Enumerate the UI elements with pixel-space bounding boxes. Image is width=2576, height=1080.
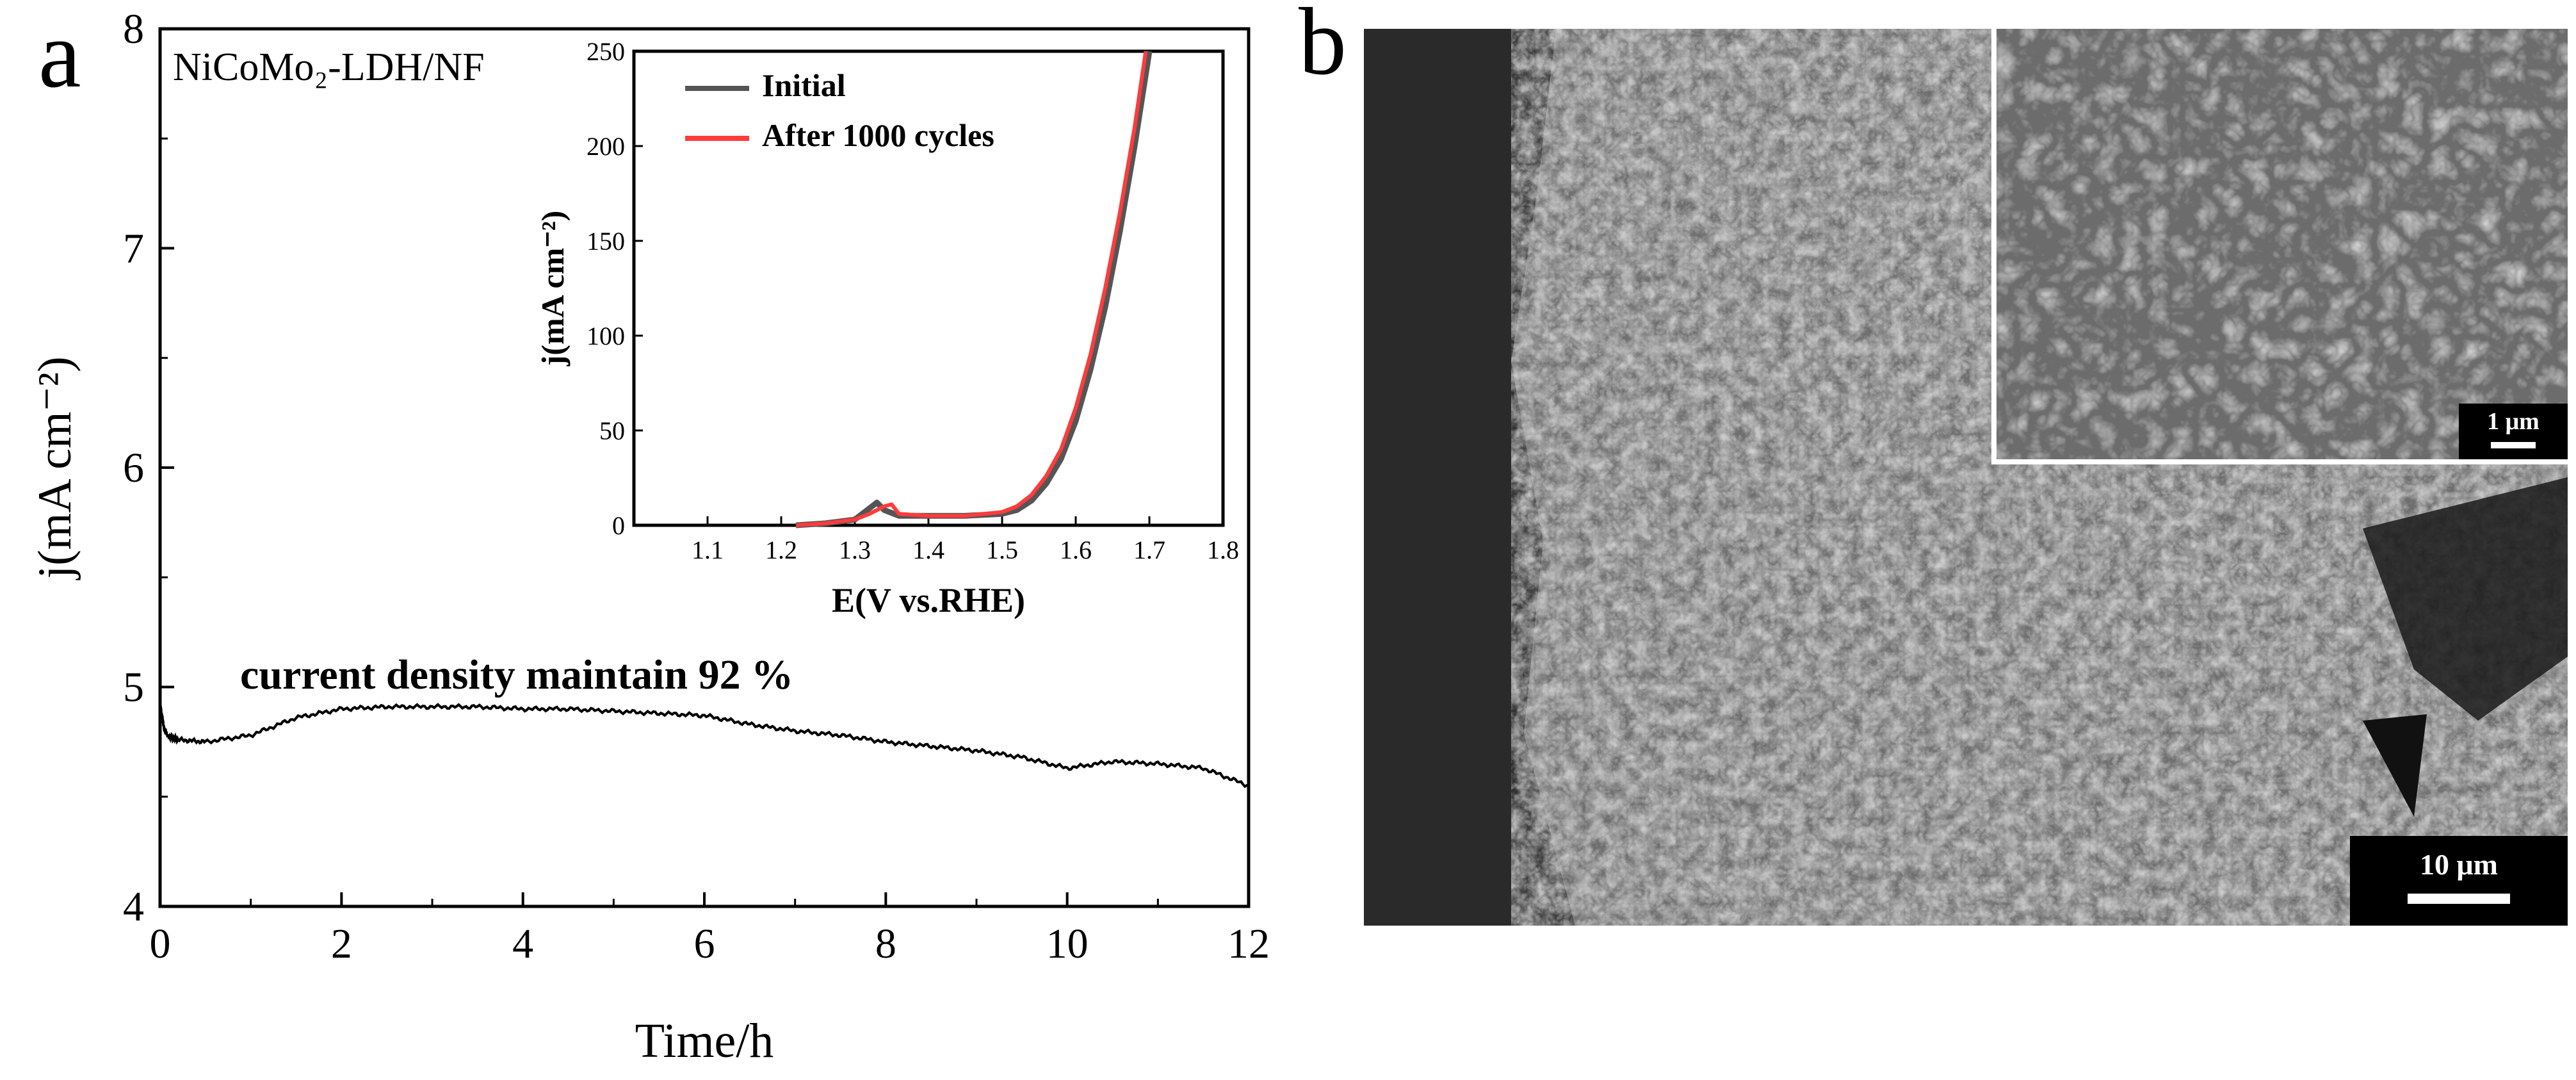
inset-y-tick-label: 150	[587, 227, 625, 256]
inset-y-tick-label: 200	[587, 132, 625, 161]
x-tick-label: 12	[1227, 920, 1270, 967]
inset-x-tick-label: 1.6	[1060, 536, 1092, 564]
annotation-retention: current density maintain 92 %	[240, 651, 793, 698]
inset-y-axis-title: j(mA cm⁻²)	[535, 211, 571, 367]
panel-label-b: b	[1299, 0, 1347, 95]
y-tick-label: 5	[123, 664, 144, 711]
inset-series-lines	[795, 51, 1153, 528]
legend-label: After 1000 cycles	[762, 117, 994, 153]
inset-plot-background	[634, 51, 1223, 525]
sem-main-scalebar-label: 10 μm	[2420, 848, 2498, 881]
sample-label: NiCoMo₂-LDH/NF	[173, 45, 485, 89]
inset-legend: Initial After 1000 cycles	[685, 67, 994, 153]
y-tick-label: 8	[123, 6, 144, 53]
sem-inset-scalebar	[2491, 442, 2536, 448]
panel-label-a: a	[38, 1, 81, 108]
inset-x-tick-label: 1.4	[912, 536, 944, 564]
stability-curve	[159, 703, 1249, 789]
inset-chart: 1.1 1.2 1.3 1.4 1.5 1.6 1.7 1.8050100150200250 …	[587, 37, 1239, 564]
inset-x-axis-title: E(V vs.RHE)	[832, 581, 1025, 619]
inset-y-tick-label: 0	[612, 511, 625, 540]
y-axis-title: j(mA cm⁻²)	[29, 357, 81, 581]
inset-x-tick-label: 1.7	[1133, 536, 1165, 564]
inset-series-line	[795, 51, 1148, 527]
inset-y-tick-label: 50	[599, 416, 625, 445]
inset-y-tick-label: 100	[587, 322, 625, 350]
inset-axis-tick-labels: 1.1 1.2 1.3 1.4 1.5 1.6 1.7 1.8 0 50 100 150 200 250	[587, 37, 1239, 564]
inset-series-line	[795, 51, 1153, 528]
inset-y-tick-label: 250	[587, 37, 625, 66]
inset-x-tick-label: 1.8	[1207, 536, 1239, 564]
main-axis-ticks	[159, 28, 1250, 908]
sem-inset-scalebar-label: 1 μm	[2487, 408, 2540, 435]
y-tick-label: 4	[123, 883, 144, 930]
x-tick-label: 6	[694, 920, 715, 967]
y-tick-label: 6	[123, 445, 144, 491]
x-tick-label: 2	[331, 920, 352, 967]
inset-x-tick-label: 1.3	[839, 536, 871, 564]
inset-x-tick-label: 1.5	[986, 536, 1018, 564]
x-axis-title: Time/h	[635, 1014, 774, 1068]
legend-label: Initial	[762, 67, 846, 103]
sem-inset-image: 1 μm	[1991, 29, 2568, 464]
y-tick-label: 7	[123, 225, 144, 272]
inset-x-tick-label: 1.1	[692, 536, 724, 564]
x-tick-label: 4	[512, 920, 533, 967]
x-tick-label: 0	[150, 920, 171, 967]
sem-main-scalebar	[2408, 894, 2510, 904]
x-tick-label: 8	[875, 920, 896, 967]
inset-x-tick-label: 1.2	[765, 536, 797, 564]
x-tick-label: 10	[1046, 920, 1089, 967]
main-axis-tick-labels: 0 2 4 6 8 10 12 4 5 6 7 8	[123, 6, 1270, 967]
main-chart: 0 2 4 6 8 10 12 4 5 6 7 8 NiCoMo₂-LDH/NF current de…	[123, 6, 1270, 967]
